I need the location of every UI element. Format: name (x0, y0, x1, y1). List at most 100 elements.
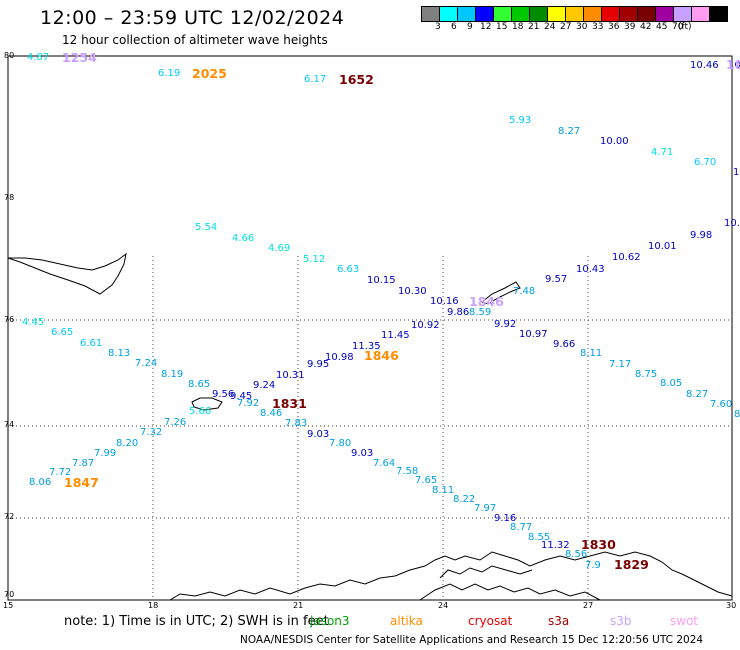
colorbar-swatch (547, 6, 566, 22)
wave-height-value: 9.57 (545, 274, 568, 285)
colorbar-label: 33 (592, 22, 604, 32)
wave-height-value: 10. (728, 60, 740, 71)
wave-height-value: 8.05 (660, 378, 683, 389)
wave-height-value: 7.97 (474, 503, 497, 514)
colorbar-label: 15 (496, 22, 508, 32)
colorbar-swatch (511, 6, 530, 22)
colorbar-label: 18 (512, 22, 524, 32)
wave-height-value: 9.56 (212, 389, 235, 400)
wave-height-value: 4.66 (232, 233, 255, 244)
wave-height-value: 4.71 (651, 147, 674, 158)
colorbar-swatch (637, 6, 656, 22)
wave-height-value: 10.30 (398, 286, 427, 297)
wave-height-value: 8.77 (510, 522, 533, 533)
wave-height-value: 8.11 (580, 348, 603, 359)
pass-time-label: 1830 (581, 537, 616, 552)
wave-height-value: 7.9 (585, 560, 601, 571)
lat-label-80: 80 (4, 51, 15, 60)
wave-height-value: 10.43 (576, 264, 605, 275)
wave-height-value: 7.58 (396, 466, 419, 477)
wave-height-value: 10.62 (612, 252, 641, 263)
colorbar-swatch (655, 6, 674, 22)
wave-height-value: 9.86 (447, 307, 470, 318)
wave-height-value: 1 (733, 167, 740, 178)
pass-time-label: 1829 (614, 557, 649, 572)
legend-s3a: s3a (548, 614, 570, 628)
colorbar-swatch (691, 6, 710, 22)
wave-height-value: 9.95 (307, 359, 330, 370)
colorbar-swatch (475, 6, 494, 22)
wave-height-value: 11.35 (352, 341, 381, 352)
wave-height-value: 9.66 (553, 339, 576, 350)
wave-height-value: 7.24 (135, 358, 158, 369)
colorbar-swatch (565, 6, 584, 22)
wave-height-value: 10.16 (430, 296, 459, 307)
wave-height-value: 10.01 (648, 241, 677, 252)
wave-height-value: 5.54 (195, 222, 218, 233)
wave-height-value: 9.92 (494, 319, 517, 330)
wave-height-value: 6.19 (158, 68, 181, 79)
colorbar-label: 21 (528, 22, 540, 32)
legend-altika: altika (390, 614, 423, 628)
note-text: note: 1) Time is in UTC; 2) SWH is in fe… (64, 614, 329, 629)
chart-subtitle: 12 hour collection of altimeter wave hei… (62, 33, 328, 47)
lat-label-78: 78 (4, 193, 15, 202)
lon-label-18: 18 (148, 601, 159, 610)
wave-height-value: 11.45 (381, 330, 410, 341)
wave-height-value: 5.66 (189, 406, 212, 417)
wave-height-value: 10.15 (367, 275, 396, 286)
wave-height-value: 8.13 (108, 348, 131, 359)
legend-s3b: s3b (610, 614, 632, 628)
pass-time-label: 1846 (469, 294, 504, 309)
legend-swot: swot (670, 614, 699, 628)
colorbar-label: 27 (560, 22, 572, 32)
wave-height-value: 7.60 (710, 399, 733, 410)
wave-height-value: 8.59 (469, 307, 492, 318)
pass-time-label: 2025 (192, 66, 227, 81)
colorbar-label: 24 (544, 22, 556, 32)
wave-height-value: 10.98 (325, 352, 354, 363)
wave-height-value: 9.16 (494, 513, 517, 524)
wave-height-value: 5.93 (509, 115, 532, 126)
wave-height-value: 7.80 (329, 438, 352, 449)
wave-height-value: 7.87 (72, 458, 95, 469)
wave-height-value: 8.75 (635, 369, 658, 380)
colorbar-swatch (709, 6, 728, 22)
wave-height-value: 7.72 (49, 467, 72, 478)
colorbar-label: 30 (576, 22, 588, 32)
wave-height-value: 10.97 (519, 329, 548, 340)
colorbar-swatch (493, 6, 512, 22)
legend-jason3: jason3 (310, 614, 350, 628)
wave-height-value: 11.32 (541, 540, 570, 551)
colorbar-swatch (619, 6, 638, 22)
wave-height-value: 8 (734, 409, 740, 420)
lat-label-76: 76 (4, 315, 15, 324)
lat-label-74: 74 (4, 420, 15, 429)
wave-height-value: 6.17 (304, 74, 327, 85)
wave-height-value: 6.63 (337, 264, 360, 275)
pass-time-label: 1847 (64, 475, 99, 490)
lon-label-27: 27 (583, 601, 594, 610)
colorbar-swatch (421, 6, 440, 22)
pass-time-label: 1652 (339, 72, 374, 87)
wave-height-value: 10.31 (276, 370, 305, 381)
colorbar-label: 3 (435, 22, 441, 32)
colorbar-label: 42 (640, 22, 652, 32)
footer-credit: NOAA/NESDIS Center for Satellite Applica… (240, 634, 704, 646)
colorbar-swatch (583, 6, 602, 22)
lon-label-30: 30 (726, 601, 737, 610)
wave-height-value: 8.11 (432, 485, 455, 496)
lat-label-72: 72 (4, 512, 15, 521)
colorbar-label: (ft) (678, 22, 692, 32)
wave-height-value: 10.92 (411, 320, 440, 331)
colorbar-label: 6 (451, 22, 457, 32)
wave-height-value: 8.46 (260, 408, 283, 419)
wave-height-value: 7.26 (164, 417, 187, 428)
colorbar-label: 12 (480, 22, 492, 32)
wave-height-value: 7.99 (94, 448, 117, 459)
wave-height-value: 9.03 (351, 448, 374, 459)
wave-height-value: 8.27 (558, 126, 581, 137)
wave-height-value: 8.27 (686, 389, 709, 400)
wave-height-value: 6.61 (80, 338, 103, 349)
